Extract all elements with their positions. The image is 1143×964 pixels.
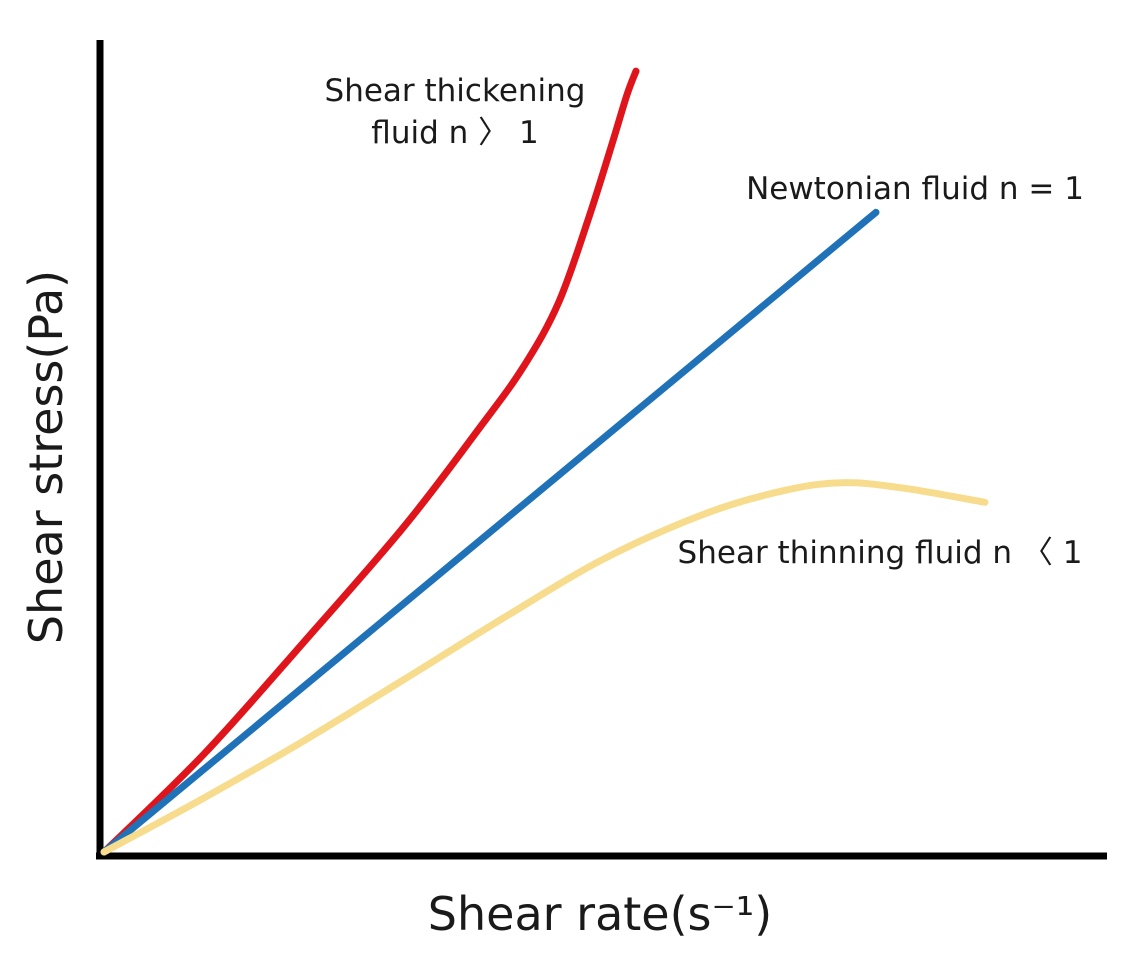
series-line-shear-thinning [100, 479, 989, 856]
x-axis-label: Shear rate(s⁻¹) [428, 887, 772, 941]
series-label-shear-thickening: Shear thickening fluid n 〉 1 [325, 73, 586, 151]
series-label-line: Shear thinning fluid n 〈 1 [678, 535, 1083, 571]
series-label-line: Shear thickening [325, 73, 586, 109]
series-layer [100, 67, 989, 856]
series-label-line: fluid n 〉 1 [371, 115, 538, 151]
y-axis-label: Shear stress(Pa) [19, 270, 73, 644]
series-line-shear-thickening [100, 67, 640, 856]
series-line-newtonian [100, 208, 880, 856]
series-label-newtonian: Newtonian fluid n = 1 [746, 171, 1084, 207]
series-label-shear-thinning: Shear thinning fluid n 〈 1 [678, 535, 1083, 571]
series-label-line: Newtonian fluid n = 1 [746, 171, 1084, 207]
series-labels: Shear thickening fluid n 〉 1 Newtonian flu… [325, 73, 1084, 571]
